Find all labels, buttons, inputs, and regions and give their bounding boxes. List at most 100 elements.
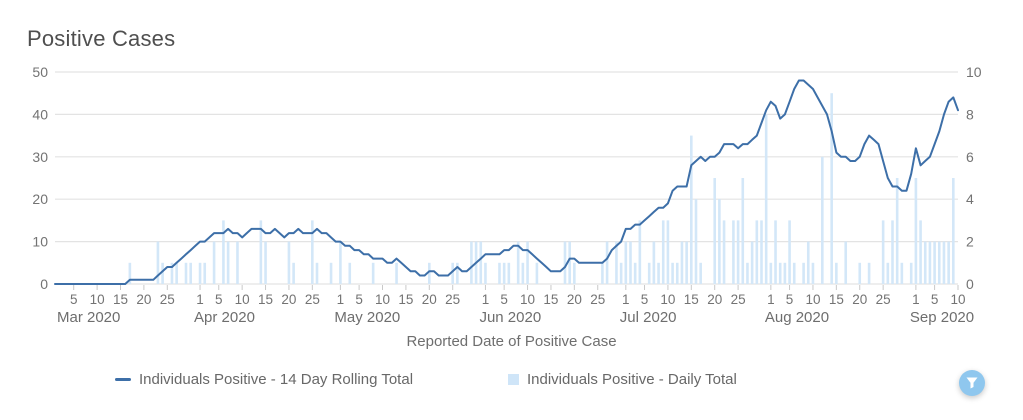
daily-total-bar xyxy=(236,241,239,284)
daily-total-bar xyxy=(671,262,674,284)
daily-total-bar xyxy=(699,262,702,284)
x-tick-label: 5 xyxy=(500,292,508,307)
daily-total-bar xyxy=(348,262,352,284)
x-tick-label: 5 xyxy=(931,292,939,307)
x-tick-label: 5 xyxy=(786,292,794,307)
daily-total-bar xyxy=(783,262,787,284)
daily-total-bar xyxy=(937,241,941,284)
y-left-tick-label: 0 xyxy=(40,276,48,292)
y-left-tick-label: 10 xyxy=(32,234,48,250)
x-tick-label: 15 xyxy=(829,292,844,307)
daily-total-bar xyxy=(516,241,520,284)
daily-total-bar xyxy=(184,262,188,284)
daily-total-bar xyxy=(647,262,651,284)
month-label: Sep 2020 xyxy=(910,309,974,326)
chart-legend: Individuals Positive - 14 Day Rolling To… xyxy=(0,371,1023,395)
daily-total-bar xyxy=(858,262,862,284)
y-left-tick-label: 30 xyxy=(32,149,48,165)
y-right-tick-label: 4 xyxy=(966,191,974,207)
daily-total-bar xyxy=(694,199,698,284)
daily-total-bar xyxy=(498,262,501,284)
x-tick-label: 25 xyxy=(445,292,460,307)
daily-total-bar xyxy=(264,241,267,284)
y-left-tick-label: 40 xyxy=(32,106,48,122)
month-label: Aug 2020 xyxy=(765,309,829,326)
y-left-tick-label: 20 xyxy=(32,191,48,207)
daily-total-bar xyxy=(778,262,782,284)
daily-total-bar xyxy=(507,262,511,284)
y-right-tick-label: 2 xyxy=(966,234,974,250)
daily-total-bar xyxy=(156,241,160,284)
daily-total-bar xyxy=(680,241,684,284)
daily-total-bar xyxy=(769,262,773,284)
daily-total-bar xyxy=(161,262,164,284)
y-left-tick-label: 50 xyxy=(32,64,48,80)
x-tick-label: 1 xyxy=(912,292,920,307)
daily-total-bar xyxy=(919,220,922,284)
y-right-tick-label: 10 xyxy=(966,64,982,80)
daily-total-bar xyxy=(886,262,890,284)
daily-total-bar xyxy=(619,262,623,284)
daily-total-bar xyxy=(718,199,721,284)
daily-total-bar xyxy=(942,241,946,284)
daily-total-bar xyxy=(891,220,894,284)
daily-total-bar xyxy=(788,220,791,284)
filter-button[interactable] xyxy=(959,370,985,396)
daily-total-bar xyxy=(835,262,838,284)
daily-total-bar xyxy=(741,178,745,284)
daily-total-bar xyxy=(128,262,132,284)
daily-total-bar xyxy=(212,241,216,284)
bar-series-marker-icon xyxy=(508,374,519,385)
daily-total-bar xyxy=(573,262,576,284)
daily-total-bar xyxy=(535,262,539,284)
daily-total-bar xyxy=(226,241,230,284)
x-tick-label: 10 xyxy=(660,292,675,307)
daily-total-bar xyxy=(685,241,688,284)
legend-item-daily-total[interactable]: Individuals Positive - Daily Total xyxy=(508,371,737,388)
daily-total-bar xyxy=(830,93,833,284)
daily-total-bar xyxy=(690,135,693,284)
daily-total-bar xyxy=(428,262,431,284)
daily-total-bar xyxy=(750,241,754,284)
legend-item-rolling-total[interactable]: Individuals Positive - 14 Day Rolling To… xyxy=(115,371,413,388)
daily-total-bar xyxy=(844,241,848,284)
daily-total-bar xyxy=(802,262,805,284)
daily-total-bar xyxy=(395,262,398,284)
daily-total-bar xyxy=(657,262,660,284)
daily-total-bar xyxy=(764,114,768,285)
y-right-tick-label: 6 xyxy=(966,149,974,165)
daily-total-bar xyxy=(563,241,567,284)
daily-total-bar xyxy=(484,262,487,284)
x-tick-label: 1 xyxy=(337,292,345,307)
daily-total-bar xyxy=(713,178,717,284)
daily-total-bar xyxy=(895,178,899,284)
x-tick-label: 1 xyxy=(196,292,204,307)
daily-total-bar xyxy=(315,262,319,284)
daily-total-bar xyxy=(675,262,679,284)
x-tick-label: 5 xyxy=(355,292,363,307)
x-tick-label: 1 xyxy=(767,292,775,307)
daily-total-bar xyxy=(774,220,777,284)
y-right-tick-label: 0 xyxy=(966,276,974,292)
x-tick-label: 15 xyxy=(258,292,273,307)
daily-total-bar xyxy=(615,241,618,284)
x-tick-label: 15 xyxy=(398,292,413,307)
x-tick-label: 20 xyxy=(136,292,151,307)
daily-total-bar xyxy=(933,241,936,284)
x-tick-label: 15 xyxy=(113,292,128,307)
daily-total-bar xyxy=(952,178,955,284)
x-tick-label: 20 xyxy=(567,292,582,307)
daily-total-bar xyxy=(329,262,333,284)
x-tick-label: 1 xyxy=(482,292,490,307)
x-tick-label: 10 xyxy=(235,292,250,307)
daily-total-bar xyxy=(601,262,604,284)
daily-total-bar xyxy=(867,262,871,284)
daily-total-bar xyxy=(311,220,314,284)
x-tick-label: 10 xyxy=(520,292,535,307)
rolling-total-line xyxy=(54,79,959,285)
x-tick-label: 20 xyxy=(852,292,867,307)
daily-total-bar xyxy=(292,262,295,284)
daily-total-bar xyxy=(624,241,628,284)
x-tick-label: 10 xyxy=(375,292,390,307)
